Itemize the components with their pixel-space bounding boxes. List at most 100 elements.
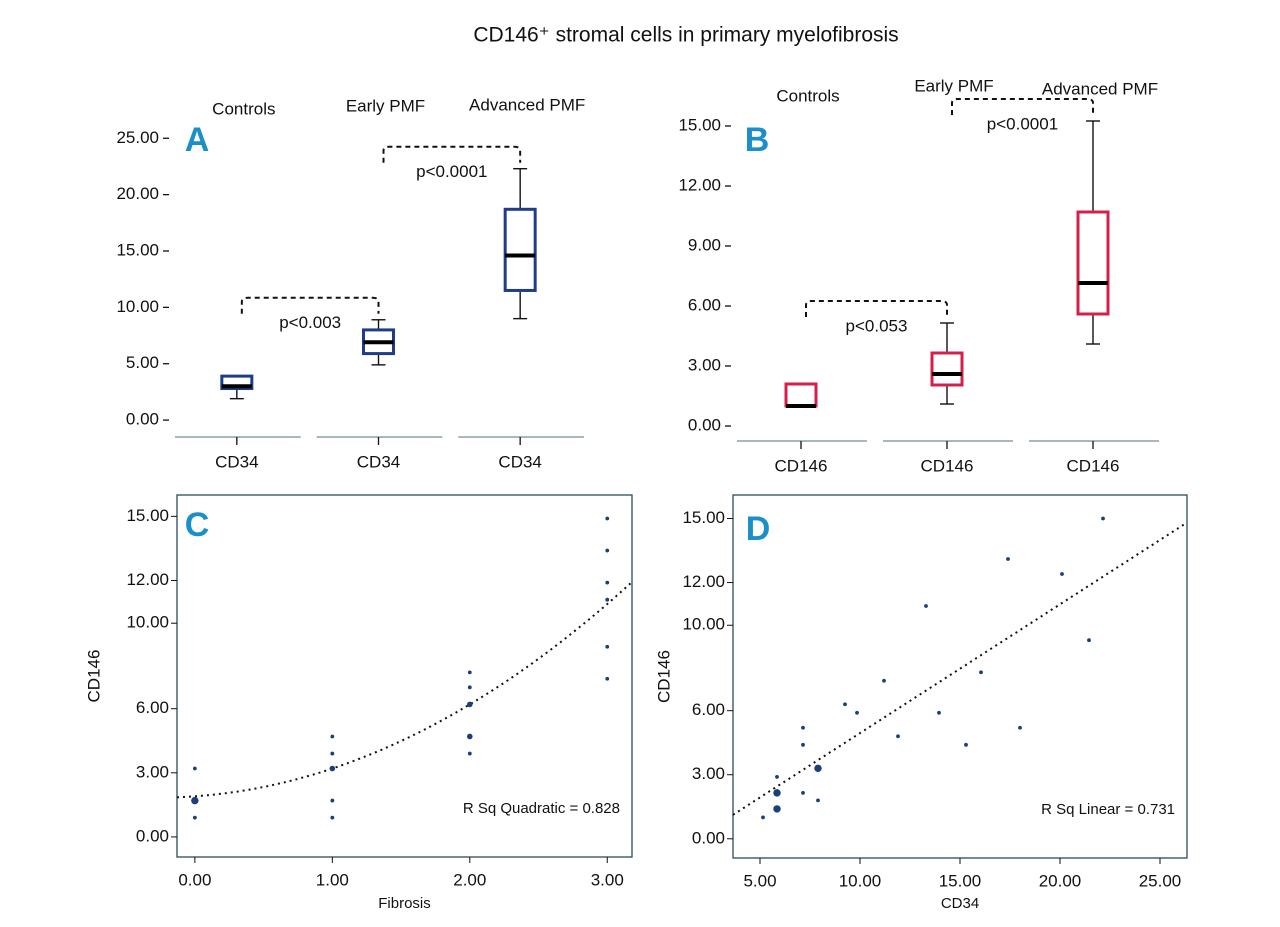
- fit-line: [732, 521, 1188, 816]
- point: [816, 798, 820, 803]
- point: [979, 670, 983, 675]
- group-label: Early PMF: [346, 96, 425, 115]
- y-tick-label: 0.00: [688, 415, 721, 434]
- y-tick-label: 10.00: [682, 615, 725, 634]
- x-tick-label: 5.00: [743, 871, 776, 890]
- y-tick-label: 12.00: [678, 175, 721, 194]
- point: [775, 774, 779, 779]
- point: [192, 815, 197, 820]
- y-tick-label: 3.00: [692, 764, 725, 783]
- point: [843, 702, 847, 707]
- box: [503, 207, 537, 292]
- y-tick-label: 6.00: [688, 295, 721, 314]
- fit-annotation: R Sq Quadratic = 0.828: [463, 800, 620, 817]
- point: [191, 796, 199, 805]
- point: [855, 710, 859, 715]
- point: [466, 733, 473, 740]
- p-value: p<0.053: [846, 316, 908, 335]
- group-label: Controls: [776, 86, 839, 105]
- y-tick-label: 15.00: [678, 115, 721, 134]
- y-tick-label: 20.00: [116, 184, 159, 203]
- x-tick-label: 10.00: [839, 871, 882, 890]
- x-tick-label: CD34: [357, 452, 400, 471]
- x-tick-label: 3.00: [591, 870, 624, 889]
- x-tick-label: CD146: [1067, 456, 1120, 475]
- box: [784, 382, 818, 408]
- point: [466, 701, 473, 708]
- x-tick-label: 25.00: [1139, 871, 1182, 890]
- y-axis-label: CD146: [654, 650, 673, 703]
- point: [814, 764, 822, 773]
- box: [930, 351, 964, 387]
- x-axis-label: Fibrosis: [378, 895, 431, 912]
- point: [605, 580, 610, 585]
- point: [330, 751, 335, 756]
- panel-letter: D: [746, 510, 771, 548]
- figure-title: CD146⁺ stromal cells in primary myelofib…: [473, 24, 898, 47]
- x-tick-label: 0.00: [178, 870, 211, 889]
- point: [605, 644, 610, 649]
- point: [467, 670, 472, 675]
- point: [467, 685, 472, 690]
- point: [192, 766, 197, 771]
- x-tick-label: 2.00: [453, 870, 486, 889]
- x-tick-label: CD146: [775, 456, 828, 475]
- group-label: Advanced PMF: [1042, 79, 1158, 98]
- point: [330, 734, 335, 739]
- p-value: p<0.003: [279, 313, 341, 332]
- y-tick-label: 6.00: [692, 700, 725, 719]
- bracket: [382, 145, 522, 163]
- p-value: p<0.0001: [416, 162, 487, 181]
- y-tick-label: 10.00: [126, 613, 169, 632]
- point: [605, 676, 610, 681]
- y-tick-label: 3.00: [688, 355, 721, 374]
- group-label: Advanced PMF: [469, 95, 585, 114]
- y-tick-label: 9.00: [688, 235, 721, 254]
- plot-frame: [176, 494, 633, 858]
- y-tick-label: 0.00: [126, 410, 159, 429]
- x-tick-label: 20.00: [1039, 871, 1082, 890]
- y-tick-label: 15.00: [682, 508, 725, 527]
- point: [467, 751, 472, 756]
- point: [801, 725, 805, 730]
- y-tick-label: 25.00: [116, 128, 159, 147]
- point: [964, 742, 968, 747]
- fit-annotation: R Sq Linear = 0.731: [1041, 801, 1175, 818]
- panel-letter: B: [745, 121, 770, 159]
- point: [605, 597, 610, 602]
- x-tick-label: 1.00: [316, 870, 349, 889]
- fit-line: [176, 581, 633, 799]
- bracket: [951, 98, 1094, 115]
- x-axis-label: CD34: [941, 895, 979, 912]
- bracket: [240, 296, 380, 314]
- point: [896, 734, 900, 739]
- y-tick-label: 3.00: [136, 762, 169, 781]
- y-tick-label: 10.00: [116, 297, 159, 316]
- bracket: [805, 300, 948, 317]
- group-label: Controls: [212, 99, 275, 118]
- y-tick-label: 6.00: [136, 698, 169, 717]
- point: [801, 790, 805, 795]
- y-tick-label: 12.00: [126, 570, 169, 589]
- point: [1018, 725, 1022, 730]
- point: [1006, 557, 1010, 561]
- point: [924, 604, 928, 608]
- point: [1087, 638, 1091, 643]
- point: [937, 710, 941, 715]
- y-tick-label: 15.00: [116, 240, 159, 259]
- group-label: Early PMF: [914, 76, 993, 95]
- point: [882, 678, 886, 683]
- point: [330, 798, 335, 803]
- x-tick-label: CD34: [498, 452, 541, 471]
- x-tick-label: 15.00: [939, 871, 982, 890]
- box: [1076, 210, 1110, 316]
- x-tick-label: CD34: [215, 452, 258, 471]
- point: [773, 789, 781, 797]
- point: [330, 815, 335, 820]
- y-tick-label: 15.00: [126, 506, 169, 525]
- point: [329, 765, 336, 772]
- point: [605, 516, 610, 521]
- p-value: p<0.0001: [987, 114, 1058, 133]
- y-tick-label: 0.00: [136, 826, 169, 845]
